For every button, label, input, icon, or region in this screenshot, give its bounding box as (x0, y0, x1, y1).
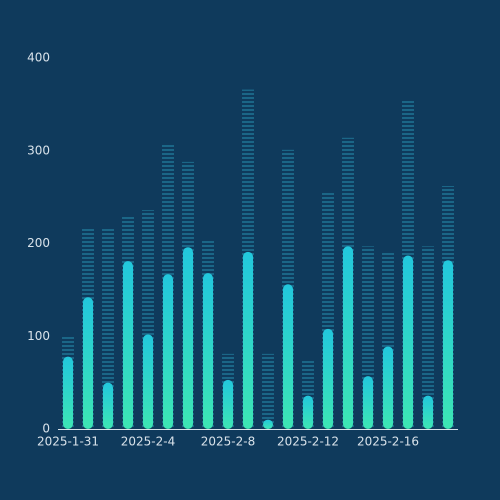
bar (103, 382, 113, 429)
bar (343, 246, 353, 429)
y-tick-label: 200 (27, 236, 50, 250)
background-bar (102, 227, 114, 429)
bar (403, 255, 413, 429)
bar (223, 379, 233, 429)
bar (303, 395, 313, 429)
y-tick-label: 300 (27, 143, 50, 157)
bar (123, 261, 133, 429)
bar (63, 356, 73, 429)
bar (423, 395, 433, 429)
bar (263, 419, 273, 429)
background-bar (422, 246, 434, 429)
bar (83, 297, 93, 429)
x-tick-label: 2025-2-12 (277, 435, 339, 449)
bar (203, 273, 213, 429)
x-tick-label: 2025-1-31 (37, 435, 99, 449)
bar (383, 346, 393, 429)
bar (143, 334, 153, 429)
bar (323, 328, 333, 429)
x-tick-label: 2025-2-4 (121, 435, 175, 449)
y-tick-label: 100 (27, 329, 50, 343)
y-tick-label: 400 (27, 51, 50, 65)
bar (283, 284, 293, 429)
bar (183, 247, 193, 429)
bar (243, 251, 253, 429)
y-tick-label: 0 (42, 422, 50, 436)
x-tick-label: 2025-2-8 (201, 435, 255, 449)
x-tick-label: 2025-2-16 (357, 435, 419, 449)
bar (443, 260, 453, 429)
bar (363, 376, 373, 429)
bar (163, 274, 173, 429)
background-bar (262, 353, 274, 429)
